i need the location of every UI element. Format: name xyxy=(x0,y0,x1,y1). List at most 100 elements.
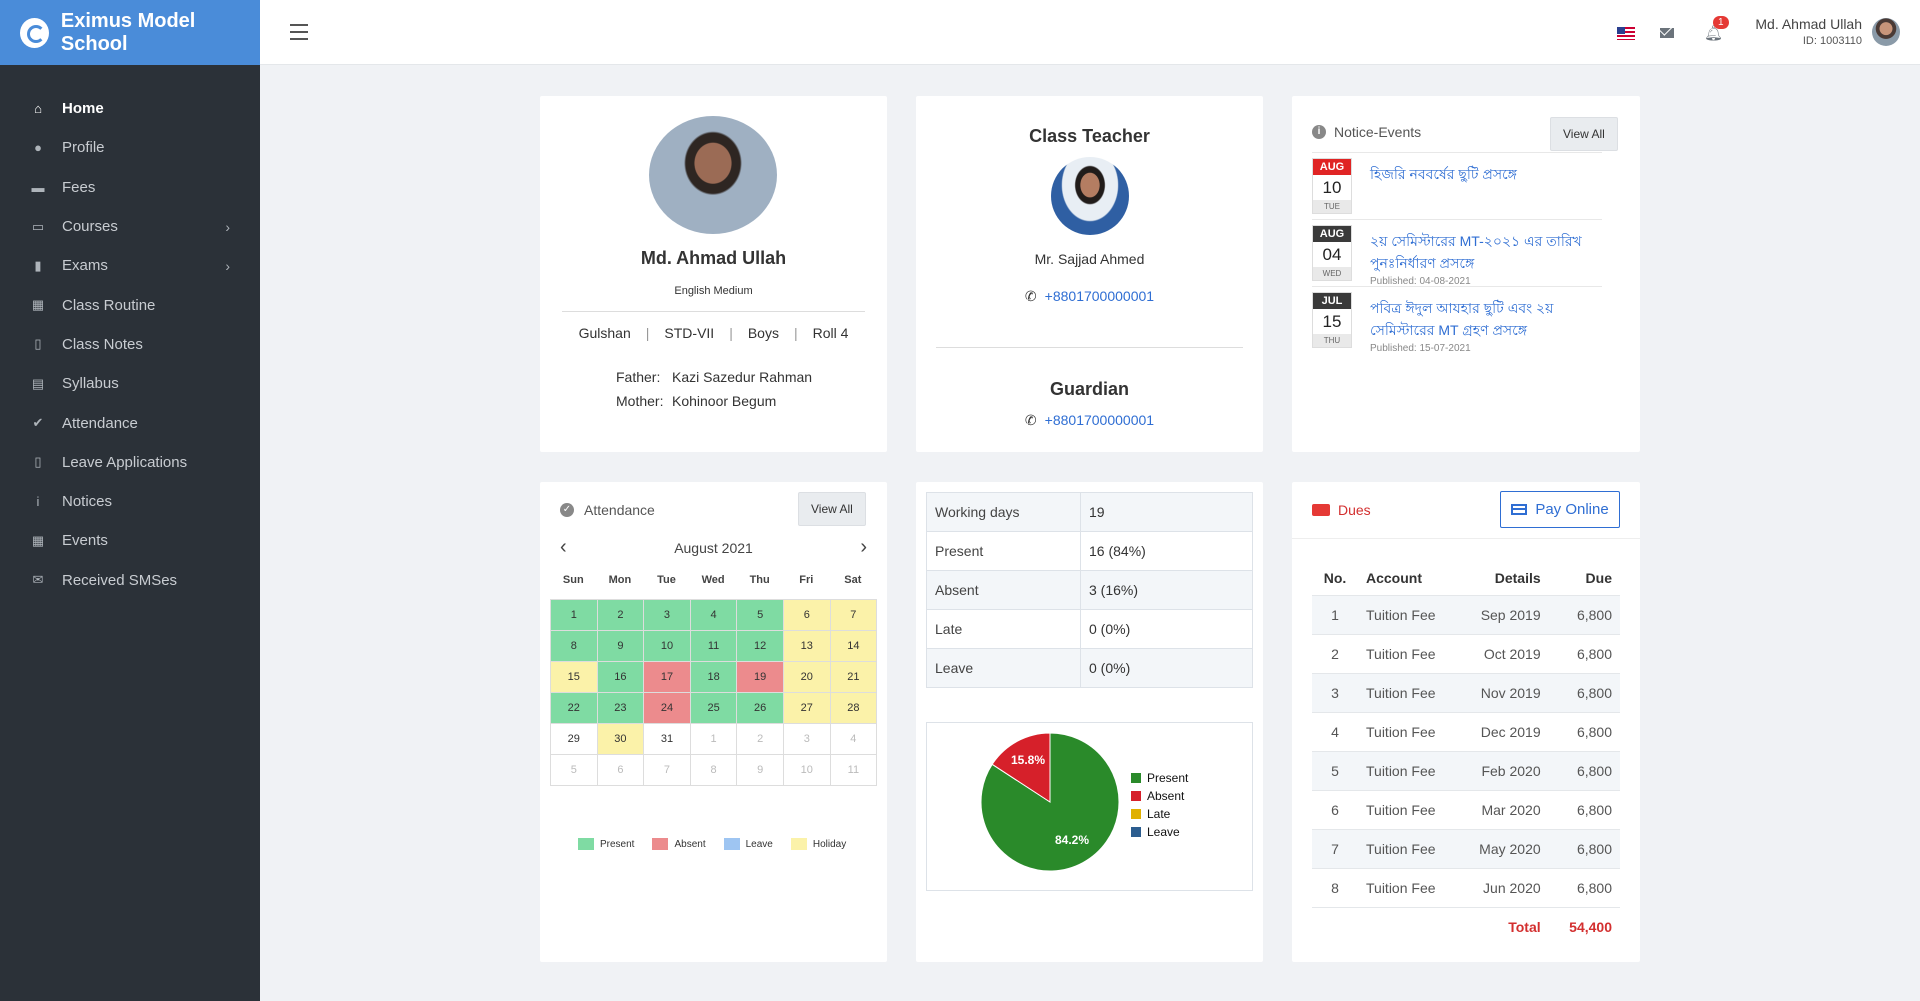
calendar-day[interactable]: 5 xyxy=(737,600,784,631)
sidebar-item-fees[interactable]: ▬ Fees xyxy=(0,168,260,207)
guardian-title: Guardian xyxy=(1049,379,1129,399)
calendar-day[interactable]: 5 xyxy=(551,755,598,786)
calendar-day[interactable]: 11 xyxy=(830,755,878,786)
sidebar-item-exams[interactable]: ▮ Exams › xyxy=(0,246,260,285)
bell-icon[interactable]: 🔔︎ xyxy=(1704,25,1724,42)
calendar-day[interactable]: 25 xyxy=(690,693,738,724)
sidebar-item-received-smses[interactable]: ✉ Received SMSes xyxy=(0,561,260,600)
brand[interactable]: Eximus Model School xyxy=(0,0,260,65)
teacher-phone-link[interactable]: +8801700000001 xyxy=(1044,288,1155,304)
calendar-day[interactable]: 22 xyxy=(551,693,598,724)
calendar-day[interactable]: 7 xyxy=(830,600,878,631)
sidebar-item-syllabus[interactable]: ▤ Syllabus xyxy=(0,364,260,403)
calendar-day[interactable]: 9 xyxy=(737,755,784,786)
notice-event-link[interactable]: পবিত্র ঈদুল আযহার ছুটি এবং ২য় সেমিস্টার… xyxy=(1370,300,1554,338)
calendar-day[interactable]: 7 xyxy=(644,755,691,786)
sidebar-item-notices[interactable]: i Notices xyxy=(0,482,260,521)
chevron-right-icon: › xyxy=(225,257,230,274)
calendar-day[interactable]: 6 xyxy=(783,600,831,631)
calendar-day[interactable]: 8 xyxy=(690,755,738,786)
notice-view-all-button[interactable]: View All xyxy=(1550,117,1618,151)
calendar-day[interactable]: 28 xyxy=(830,693,878,724)
due-account: Tuition Fee xyxy=(1358,594,1458,634)
calendar-day[interactable]: 3 xyxy=(644,600,691,631)
notice-event-link[interactable]: হিজরি নববর্ষের ছুটি প্রসঙ্গে xyxy=(1370,166,1517,182)
section: Boys xyxy=(747,325,779,341)
calendar-day[interactable]: 26 xyxy=(737,693,784,724)
published-date: Published: 15-07-2021 xyxy=(1370,343,1471,354)
calendar-day[interactable]: 10 xyxy=(783,755,831,786)
calendar-day[interactable]: 4 xyxy=(830,724,878,755)
attendance-pie-chart: 84.2% 15.8% Present Absent Late Leave xyxy=(926,722,1253,891)
student-meta: Gulshan | STD-VII | Boys | Roll 4 xyxy=(578,325,849,341)
us-flag-icon[interactable] xyxy=(1617,27,1635,40)
calendar-day[interactable]: 20 xyxy=(783,662,831,693)
calendar-day[interactable]: 2 xyxy=(737,724,784,755)
calendar-day[interactable]: 1 xyxy=(551,600,598,631)
calendar-day[interactable]: 4 xyxy=(690,600,738,631)
calendar-day[interactable]: 2 xyxy=(597,600,645,631)
col-no: No. xyxy=(1323,570,1347,587)
calendar-day[interactable]: 29 xyxy=(551,724,598,755)
sidebar-item-class-notes[interactable]: ▯ Class Notes xyxy=(0,325,260,364)
pay-online-button[interactable]: Pay Online xyxy=(1500,491,1620,528)
due-details: Nov 2019 xyxy=(1457,672,1555,712)
sidebar-item-profile[interactable]: ● Profile xyxy=(0,128,260,167)
due-account: Tuition Fee xyxy=(1358,711,1458,751)
sidebar-item-class-routine[interactable]: ▦ Class Routine xyxy=(0,285,260,324)
calendar-day[interactable]: 9 xyxy=(597,631,645,662)
next-month-icon[interactable]: › xyxy=(860,536,867,558)
dues-header: Dues xyxy=(1312,502,1371,518)
prev-month-icon[interactable]: ‹ xyxy=(560,536,567,558)
event-day: 15 xyxy=(1313,309,1351,334)
calendar-day[interactable]: 11 xyxy=(690,631,738,662)
calendar-day[interactable]: 30 xyxy=(597,724,645,755)
calendar-day[interactable]: 19 xyxy=(737,662,784,693)
notice-event-link[interactable]: ২য় সেমিস্টারের MT-২০২১ এর তারিখ পুনঃনির… xyxy=(1370,233,1582,271)
legend-label: Leave xyxy=(745,838,773,850)
attendance-stats-table: Working days 19 Present 16 (84%) Absent 3 (16… xyxy=(926,492,1253,688)
weekday-header: Sun Mon Tue Wed Thu Fri Sat xyxy=(550,574,876,586)
user-avatar[interactable] xyxy=(1872,18,1900,46)
attendance-view-all-button[interactable]: View All xyxy=(798,492,866,526)
calendar-day[interactable]: 3 xyxy=(783,724,831,755)
calendar-day[interactable]: 21 xyxy=(830,662,878,693)
sidebar-item-events[interactable]: ▦ Events xyxy=(0,521,260,560)
pie-legend-item: Absent xyxy=(1131,787,1188,805)
calendar-day[interactable]: 31 xyxy=(644,724,691,755)
calendar-day[interactable]: 16 xyxy=(597,662,645,693)
pie-slice-present[interactable] xyxy=(980,732,1120,872)
event-weekday: THU xyxy=(1313,334,1351,347)
menu-toggle-icon[interactable] xyxy=(290,24,308,40)
guardian-phone-link[interactable]: +8801700000001 xyxy=(1044,412,1155,428)
calendar-day[interactable]: 8 xyxy=(551,631,598,662)
calendar-day[interactable]: 6 xyxy=(597,755,645,786)
attendance-header: ✓ Attendance xyxy=(560,502,655,518)
sidebar-item-leave-applications[interactable]: ▯ Leave Applications xyxy=(0,443,260,482)
divider xyxy=(1312,286,1602,287)
due-amount: 6,800 xyxy=(1554,867,1620,907)
sidebar-item-home[interactable]: ⌂ Home xyxy=(0,89,260,128)
table-row: 8 Tuition Fee Jun 2020 6,800 xyxy=(1312,867,1620,907)
pie-slice-absent[interactable] xyxy=(991,732,1051,803)
calendar-day[interactable]: 12 xyxy=(737,631,784,662)
sidebar-item-courses[interactable]: ▭ Courses › xyxy=(0,207,260,246)
calendar-day[interactable]: 23 xyxy=(597,693,645,724)
calendar-day[interactable]: 14 xyxy=(830,631,878,662)
sidebar-item-label: Courses xyxy=(62,218,118,236)
calendar-day[interactable]: 17 xyxy=(644,662,691,693)
envelope-icon[interactable] xyxy=(1660,28,1674,38)
calendar-day[interactable]: 13 xyxy=(783,631,831,662)
calendar-day[interactable]: 18 xyxy=(690,662,738,693)
sidebar-item-attendance[interactable]: ✔ Attendance xyxy=(0,403,260,442)
user-name[interactable]: Md. Ahmad Ullah xyxy=(1755,16,1862,32)
calendar-day[interactable]: 24 xyxy=(644,693,691,724)
calendar-day[interactable]: 15 xyxy=(551,662,598,693)
calendar-day[interactable]: 1 xyxy=(690,724,738,755)
teacher-phone-row: ✆ +8801700000001 xyxy=(916,288,1263,305)
roll: Roll 4 xyxy=(812,325,849,341)
col-account: Account xyxy=(1366,570,1422,587)
calendar-day[interactable]: 27 xyxy=(783,693,831,724)
table-row: 1 Tuition Fee Sep 2019 6,800 xyxy=(1312,594,1620,634)
calendar-day[interactable]: 10 xyxy=(644,631,691,662)
